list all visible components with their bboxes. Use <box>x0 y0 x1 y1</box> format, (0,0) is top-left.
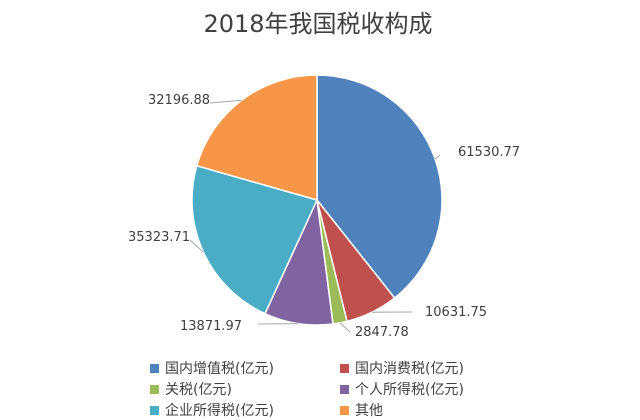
legend-swatch <box>340 405 349 415</box>
leader-line-other <box>209 99 242 104</box>
legend-label: 企业所得税(亿元) <box>165 403 274 419</box>
leader-line-domestic-vat <box>434 154 441 160</box>
legend-label: 国内消费税(亿元) <box>355 361 464 377</box>
legend-item-other: 其他 <box>340 400 530 420</box>
data-label-domestic-consumption-tax: 10631.75 <box>425 305 487 320</box>
legend-swatch <box>150 363 159 373</box>
data-label-personal-income-tax: 13871.97 <box>180 319 242 334</box>
legend-item-personal-income-tax: 个人所得税(亿元) <box>340 379 530 399</box>
chart-title: 2018年我国税收构成 <box>203 10 432 38</box>
legend-item-domestic-vat: 国内增值税(亿元) <box>150 358 340 378</box>
data-label-corporate-income-tax: 35323.71 <box>128 230 190 245</box>
pie-slice-other <box>195 74 318 201</box>
legend-label: 其他 <box>355 403 383 419</box>
legend-swatch <box>340 363 349 373</box>
data-labels: 61530.77 10631.75 2847.78 13871.97 35323.71 3… <box>128 93 520 340</box>
data-label-tariff: 2847.78 <box>355 325 409 340</box>
leader-lines <box>189 99 441 333</box>
legend-label: 关税(亿元) <box>165 382 232 398</box>
leader-line-tariff <box>339 322 351 333</box>
legend-item-tariff: 关税(亿元) <box>150 379 340 399</box>
legend-item-domestic-consumption-tax: 国内消费税(亿元) <box>340 358 530 378</box>
data-label-domestic-vat: 61530.77 <box>458 145 520 160</box>
pie-slice-domestic-vat <box>316 74 443 300</box>
data-label-other: 32196.88 <box>148 93 210 108</box>
pie-slices <box>191 74 443 326</box>
legend-swatch <box>150 405 159 415</box>
legend-swatch <box>340 384 349 394</box>
legend-item-corporate-income-tax: 企业所得税(亿元) <box>150 400 340 420</box>
legend-label: 个人所得税(亿元) <box>355 382 464 398</box>
legend-label: 国内增值税(亿元) <box>165 361 274 377</box>
legend-swatch <box>150 384 159 394</box>
legend: 国内增值税(亿元) 国内消费税(亿元) 关税(亿元) 个人所得税(亿元) 企业所得税(亿… <box>150 358 530 420</box>
leader-line-corporate-income-tax <box>189 239 204 253</box>
